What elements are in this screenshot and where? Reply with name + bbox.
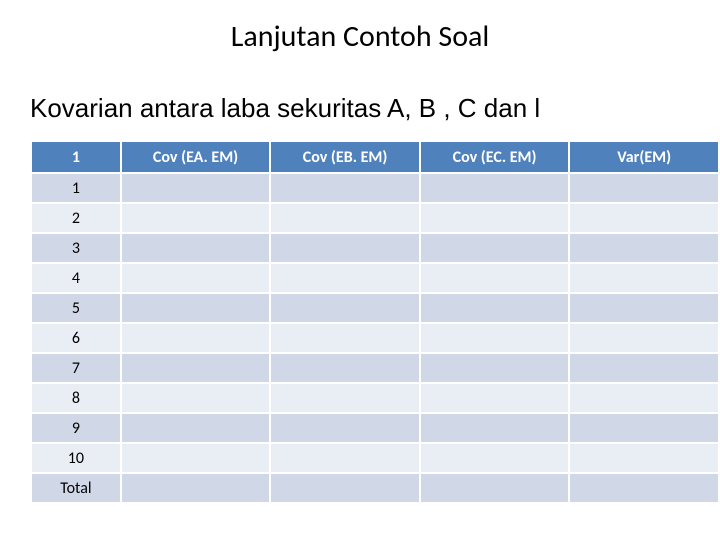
table-cell: [420, 293, 570, 323]
table-cell: [569, 323, 719, 353]
row-label: 10: [31, 443, 121, 473]
row-label: 5: [31, 293, 121, 323]
table-cell: [569, 443, 719, 473]
table-cell: [270, 173, 420, 203]
row-label: 3: [31, 233, 121, 263]
table-row: 1: [31, 173, 719, 203]
table-cell: [270, 323, 420, 353]
table-cell: [121, 413, 271, 443]
table-row: 9: [31, 413, 719, 443]
row-label: 4: [31, 263, 121, 293]
row-label: 8: [31, 383, 121, 413]
table-cell: [270, 413, 420, 443]
table-row: 3: [31, 233, 719, 263]
table-cell: [121, 383, 271, 413]
table-cell: [270, 203, 420, 233]
table-cell: [121, 323, 271, 353]
table-row: Total: [31, 473, 719, 503]
table-cell: [569, 383, 719, 413]
slide-title: Lanjutan Contoh Soal: [0, 18, 720, 55]
table-cell: [420, 263, 570, 293]
row-label: 6: [31, 323, 121, 353]
table-cell: [569, 413, 719, 443]
table-row: 10: [31, 443, 719, 473]
table-cell: [420, 233, 570, 263]
table-header-cell: Cov (EB. EM): [270, 141, 420, 173]
table-row: 2: [31, 203, 719, 233]
table-cell: [270, 473, 420, 503]
table-cell: [569, 473, 719, 503]
table-cell: [270, 293, 420, 323]
table-cell: [270, 383, 420, 413]
row-label: 7: [31, 353, 121, 383]
table-body: 1 2 3: [31, 173, 719, 503]
table-row: 8: [31, 383, 719, 413]
table-cell: [121, 263, 271, 293]
slide-container: Lanjutan Contoh Soal Kovarian antara lab…: [0, 0, 720, 540]
table-cell: [569, 353, 719, 383]
table-cell: [270, 263, 420, 293]
table-cell: [270, 353, 420, 383]
table-cell: [121, 173, 271, 203]
row-label: 2: [31, 203, 121, 233]
table-cell: [420, 443, 570, 473]
table-row: 4: [31, 263, 719, 293]
slide-subtitle: Kovarian antara laba sekuritas A, B , C …: [0, 93, 720, 124]
table-header-cell: Cov (EA. EM): [121, 141, 271, 173]
table-cell: [420, 473, 570, 503]
table-header-cell: Cov (EC. EM): [420, 141, 570, 173]
table-cell: [420, 383, 570, 413]
table-cell: [270, 443, 420, 473]
table-row: 7: [31, 353, 719, 383]
row-label: 9: [31, 413, 121, 443]
table-cell: [121, 353, 271, 383]
table-cell: [569, 293, 719, 323]
table-cell: [569, 203, 719, 233]
table-cell: [121, 203, 271, 233]
table-cell: [121, 293, 271, 323]
table-cell: [420, 203, 570, 233]
table-cell: [420, 413, 570, 443]
table-cell: [569, 233, 719, 263]
table-cell: [121, 443, 271, 473]
table-cell: [121, 233, 271, 263]
table-wrapper: 1 Cov (EA. EM) Cov (EB. EM) Cov (EC. EM)…: [0, 124, 720, 504]
table-header-cell: 1: [31, 141, 121, 173]
table-row: 5: [31, 293, 719, 323]
table-cell: [420, 323, 570, 353]
row-label: 1: [31, 173, 121, 203]
table-cell: [420, 173, 570, 203]
table-cell: [569, 173, 719, 203]
covariance-table: 1 Cov (EA. EM) Cov (EB. EM) Cov (EC. EM)…: [30, 140, 720, 504]
table-cell: [569, 263, 719, 293]
table-cell: [270, 233, 420, 263]
table-header-cell: Var(EM): [569, 141, 719, 173]
table-cell: [121, 473, 271, 503]
table-header-row: 1 Cov (EA. EM) Cov (EB. EM) Cov (EC. EM)…: [31, 141, 719, 173]
table-row: 6: [31, 323, 719, 353]
row-label: Total: [31, 473, 121, 503]
table-cell: [420, 353, 570, 383]
